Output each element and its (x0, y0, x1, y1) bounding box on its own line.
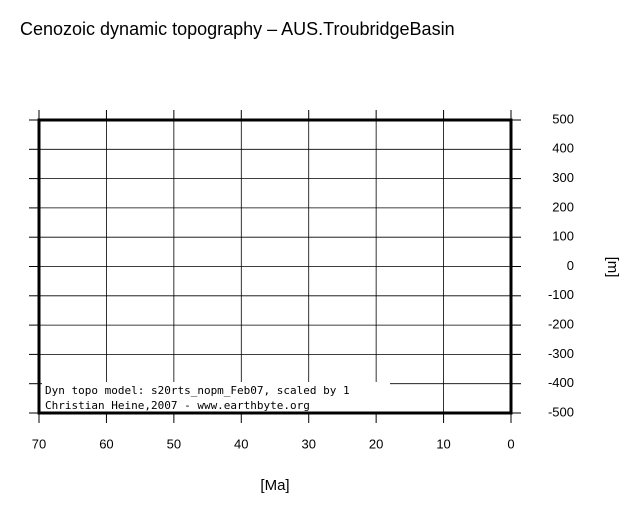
y-tick-label: 200 (552, 199, 574, 214)
y-tick-label: 400 (552, 141, 574, 156)
y-tick-label: -100 (548, 287, 574, 302)
chart-title: Cenozoic dynamic topography – AUS.Troubr… (20, 19, 455, 39)
y-tick-label: -200 (548, 317, 574, 332)
y-tick-label: 500 (552, 111, 574, 126)
annotation-box (42, 382, 390, 412)
x-tick-label: 60 (99, 436, 113, 451)
x-tick-label: 40 (234, 436, 248, 451)
y-tick-label: -400 (548, 375, 574, 390)
annotation: Dyn topo model: s20rts_nopm_Feb07, scale… (45, 384, 350, 397)
x-tick-label: 20 (369, 436, 383, 451)
plot-frame (37, 118, 513, 415)
x-tick-label: 30 (301, 436, 315, 451)
y-tick-label: 100 (552, 229, 574, 244)
annotation: Christian Heine,2007 - www.earthbyte.org (45, 399, 310, 412)
x-tick-label: 0 (507, 436, 514, 451)
y-tick-label: -300 (548, 346, 574, 361)
y-axis-label: [m] (604, 257, 621, 278)
x-axis-label: [Ma] (260, 477, 289, 494)
y-tick-label: -500 (548, 404, 574, 419)
y-tick-label: 0 (567, 258, 574, 273)
y-tick-label: 300 (552, 170, 574, 185)
x-tick-label: 10 (436, 436, 450, 451)
x-tick-label: 50 (167, 436, 181, 451)
x-tick-label: 70 (32, 436, 46, 451)
